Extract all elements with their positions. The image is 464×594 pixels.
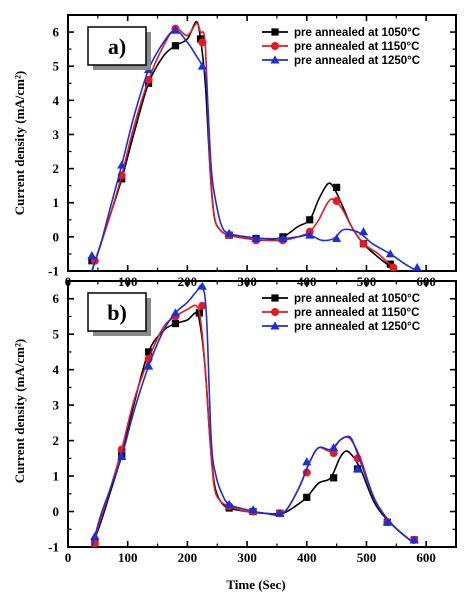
y-tick-label: 4	[53, 93, 60, 108]
y-tick-label: 2	[53, 161, 60, 176]
legend-label: pre annealed at 1150°C	[294, 41, 419, 53]
data-point	[197, 61, 207, 70]
legend-marker	[271, 42, 279, 50]
legend-label: pre annealed at 1050°C	[294, 27, 420, 39]
y-tick-label: -1	[48, 264, 59, 279]
plot-frame	[67, 14, 457, 272]
data-point	[332, 233, 342, 243]
data-point	[358, 227, 369, 236]
data-point	[412, 262, 422, 271]
data-point	[198, 301, 207, 310]
data-point	[198, 38, 207, 47]
legend: pre annealed at 1050°C pre annealed at 11…	[262, 27, 420, 67]
x-tick-label: 500	[357, 550, 377, 565]
legend-marker	[271, 308, 279, 316]
data-point	[306, 216, 314, 224]
data-point	[197, 281, 207, 290]
data-point	[409, 535, 419, 544]
x-tick-label: 600	[416, 550, 436, 565]
data-point	[248, 505, 258, 514]
data-point	[382, 517, 392, 526]
data-point	[305, 230, 315, 239]
data-point	[275, 508, 285, 517]
data-point	[389, 263, 398, 271]
y-tick-label: -1	[48, 540, 59, 555]
x-tick-label: 400	[297, 550, 317, 565]
data-point	[143, 361, 154, 370]
legend-marker	[271, 294, 279, 302]
data-layer	[87, 21, 422, 271]
data-point	[170, 308, 181, 317]
data-point	[303, 493, 311, 501]
legend-label: pre annealed at 1250°C	[294, 321, 420, 333]
data-point	[329, 443, 339, 452]
x-tick-label: 200	[178, 550, 198, 565]
x-axis-title: Time (Sec)	[226, 577, 285, 592]
data-point	[359, 239, 368, 248]
panel-label-box	[87, 292, 147, 332]
data-point	[330, 474, 338, 482]
data-point	[251, 233, 261, 243]
data-point	[224, 228, 234, 237]
y-tick-label: 6	[53, 25, 60, 40]
y-tick-label: 3	[53, 127, 60, 142]
data-point	[333, 183, 341, 191]
data-point	[170, 25, 181, 34]
y-tick-label: 6	[53, 291, 60, 306]
y-tick-label: 0	[53, 229, 60, 244]
x-tick-label: 0	[65, 550, 72, 565]
y-tick-label: 5	[53, 59, 60, 74]
y-tick-label: 0	[53, 504, 60, 519]
data-point	[332, 197, 341, 206]
x-tick-label: 100	[118, 550, 138, 565]
data-layer	[90, 281, 419, 547]
y-axis-title: Current density (mA/cm²)	[12, 71, 27, 215]
y-axis-title: Current density (mA/cm²)	[12, 339, 27, 483]
data-point	[144, 75, 153, 84]
legend: pre annealed at 1050°C pre annealed at 11…	[262, 293, 420, 333]
data-point	[224, 499, 234, 508]
y-tick-label: 3	[53, 398, 60, 413]
data-point	[90, 531, 100, 540]
panel-label: b)	[107, 300, 127, 325]
legend-marker	[270, 321, 280, 330]
legend-label: pre annealed at 1050°C	[294, 293, 420, 305]
data-point	[117, 160, 127, 169]
panel-label: a)	[108, 34, 126, 59]
y-tick-label: 2	[53, 433, 60, 448]
data-point	[278, 233, 288, 243]
data-point	[144, 348, 153, 356]
y-tick-label: 5	[53, 327, 60, 342]
chart-panel-b: 0 100 200 300 400 500 600 -1 0 1 2 3 4 5 6 Current dens…	[12, 280, 457, 592]
legend-label: pre annealed at 1250°C	[294, 55, 420, 67]
y-tick-label: 1	[53, 469, 60, 484]
panel-label-box	[87, 26, 147, 66]
legend-label: pre annealed at 1150°C	[294, 307, 419, 319]
data-point	[385, 249, 395, 258]
data-point	[352, 464, 363, 473]
data-point	[302, 457, 312, 466]
data-point	[171, 42, 180, 50]
legend-marker	[270, 55, 280, 64]
y-tick-label: 4	[53, 362, 60, 377]
data-point	[171, 319, 180, 328]
data-point	[117, 451, 127, 461]
x-tick-label: 300	[237, 550, 257, 565]
data-point	[87, 251, 97, 260]
y-tick-label: 1	[53, 195, 60, 210]
plot-frame	[67, 280, 457, 548]
legend-marker	[271, 28, 279, 36]
